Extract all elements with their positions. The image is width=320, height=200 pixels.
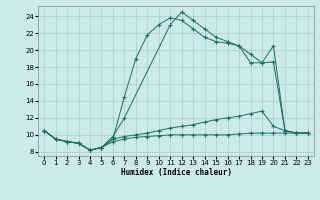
X-axis label: Humidex (Indice chaleur): Humidex (Indice chaleur): [121, 168, 231, 177]
